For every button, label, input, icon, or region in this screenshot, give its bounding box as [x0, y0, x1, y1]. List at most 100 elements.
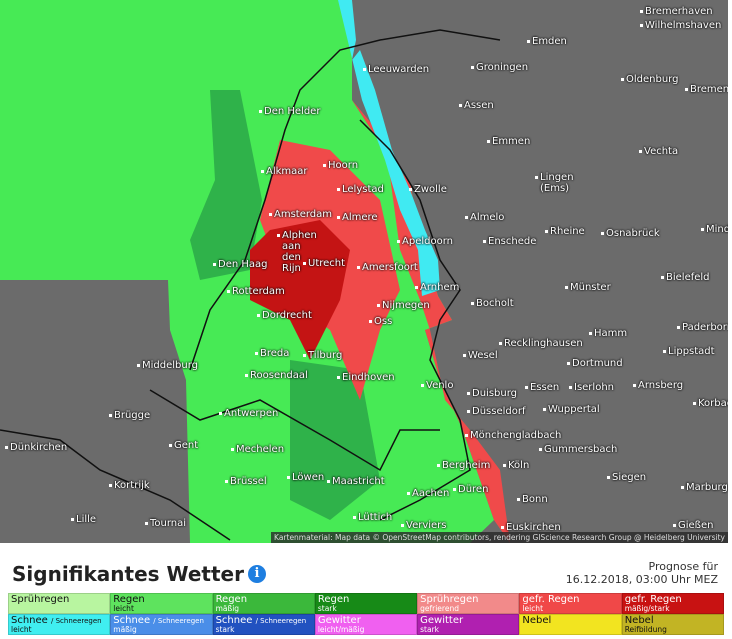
city-label: Duisburg	[467, 388, 517, 399]
legend-item: Gewitter stark	[417, 614, 520, 635]
attribution: Kartenmaterial: Map data © OpenStreetMap…	[271, 532, 728, 543]
legend-label: Schnee	[113, 615, 151, 626]
city-label: Lingen (Ems)	[535, 172, 580, 194]
city-label: Assen	[459, 100, 494, 111]
freezing-rain-heavy	[250, 220, 350, 360]
city-label: Brügge	[108, 410, 151, 421]
city-label: Antwerpen	[218, 408, 279, 419]
legend-item: Regen stark	[314, 593, 418, 614]
city-label: Lippstadt	[663, 346, 715, 357]
city-label: Almelo	[464, 212, 505, 223]
rain-moderate	[190, 90, 262, 280]
city-label: Löwen	[286, 472, 325, 483]
city-label: Alkmaar	[261, 166, 308, 177]
city-label: Paderborn	[676, 322, 728, 333]
city-label: Lille	[70, 514, 97, 525]
info-button[interactable]: i	[248, 565, 266, 583]
city-label: Wesel	[463, 350, 498, 361]
city-label: Siegen	[606, 472, 647, 483]
forecast-time: 16.12.2018, 03:00 Uhr MEZ	[565, 573, 718, 586]
border-line	[359, 119, 471, 521]
border-line	[149, 389, 440, 472]
rain-light	[0, 0, 494, 543]
legend-item: Regen leicht	[110, 593, 213, 614]
legend-item: Gewitter leicht/mäßig	[314, 614, 418, 635]
legend-label: Schnee	[215, 615, 253, 626]
city-label: Roosendaal	[245, 370, 308, 381]
city-label: Amersfoort	[357, 262, 418, 273]
city-label: Recklinghausen	[499, 338, 583, 349]
city-label: Tournai	[144, 518, 187, 529]
title: Signifikantes Wetter	[12, 562, 244, 586]
city-label: Middelburg	[136, 360, 199, 371]
city-label: Bonn	[517, 494, 548, 505]
legend-sub: mäßig/stark	[624, 604, 670, 613]
city-label: Köln	[502, 460, 530, 471]
legend-item: gefr. Regen mäßig/stark	[621, 593, 724, 614]
legend-sub: leicht	[11, 625, 32, 634]
city-label: Münster	[565, 282, 611, 293]
city-label: Amsterdam	[268, 209, 333, 220]
rain-moderate	[290, 360, 380, 520]
legend-item: Sprühregen gefrierend	[417, 593, 520, 614]
city-label: Tilburg	[302, 350, 343, 361]
city-label: Korbach	[693, 398, 728, 409]
city-label: Düren	[452, 484, 489, 495]
city-label: Essen	[524, 382, 560, 393]
legend-item: Nebel Reifbildung	[621, 614, 724, 635]
city-label: Apeldoorn	[397, 236, 453, 247]
city-label: Emden	[527, 36, 567, 47]
city-label: Düsseldorf	[467, 406, 526, 417]
city-label: Bocholt	[471, 298, 514, 309]
legend-label: gefr. Regen	[624, 594, 682, 605]
city-label: Breda	[254, 348, 290, 359]
city-label: Bielefeld	[661, 272, 710, 283]
city-label: Lelystad	[337, 184, 384, 195]
city-label: Brüssel	[225, 476, 267, 487]
legend-sub: leicht	[522, 604, 544, 613]
city-label: Oldenburg	[620, 74, 679, 85]
forecast-label: Prognose für	[648, 560, 719, 573]
city-label: Mönchengladbach	[464, 430, 562, 441]
city-label: Venlo	[420, 380, 454, 391]
legend-small: / Schneeregen	[255, 617, 307, 625]
legend-row: Schnee / Schneeregen leicht Schnee / Schne…	[8, 614, 724, 635]
legend-sub: Reifbildung	[624, 625, 667, 634]
legend-small: / Schneeregen	[153, 617, 204, 625]
city-label: Bergheim	[436, 460, 491, 471]
legend-sub: gefrierend	[420, 604, 459, 613]
city-label: Nijmegen	[377, 300, 430, 311]
legend-item: Regen mäßig	[212, 593, 315, 614]
borders	[0, 29, 501, 541]
city-label: Maastricht	[327, 476, 385, 487]
city-label: Alphen aan den Rijn	[277, 230, 317, 274]
legend-sub: leicht	[113, 604, 134, 613]
city-label: Gent	[168, 440, 199, 451]
legend-label: Gewitter	[420, 615, 464, 626]
border-line	[0, 429, 231, 541]
legend-sub: stark	[420, 625, 439, 634]
city-label: Vechta	[638, 146, 679, 157]
city-label: Wuppertal	[543, 404, 600, 415]
city-label: Eindhoven	[337, 372, 395, 383]
legend-label: Sprühregen	[420, 594, 479, 605]
city-label: Leeuwarden	[362, 64, 430, 75]
city-label: Hamm	[588, 328, 628, 339]
city-label: Groningen	[470, 62, 529, 73]
city-label: Almere	[337, 212, 378, 223]
legend: Sprühregen Regen leicht Regen mäßig Regen star…	[8, 593, 724, 635]
legend-label: Regen	[317, 594, 350, 605]
legend-item: Sprühregen	[8, 593, 111, 614]
legend-label: Sprühregen	[11, 594, 70, 605]
legend-label: Nebel	[624, 615, 654, 626]
legend-item: Schnee / Schneeregen mäßig	[110, 614, 213, 635]
city-label: Gießen	[672, 520, 714, 531]
city-label: Bremen	[684, 84, 728, 95]
legend-label: gefr. Regen	[522, 594, 580, 605]
forecast: Prognose für 16.12.2018, 03:00 Uhr MEZ	[566, 560, 718, 586]
city-label: Dünkirchen	[4, 442, 68, 453]
legend-item: gefr. Regen leicht	[519, 593, 622, 614]
city-label: Wilhelmshaven	[639, 20, 722, 31]
freezing-rain	[352, 100, 510, 543]
city-label: Bremerhaven	[640, 6, 713, 17]
